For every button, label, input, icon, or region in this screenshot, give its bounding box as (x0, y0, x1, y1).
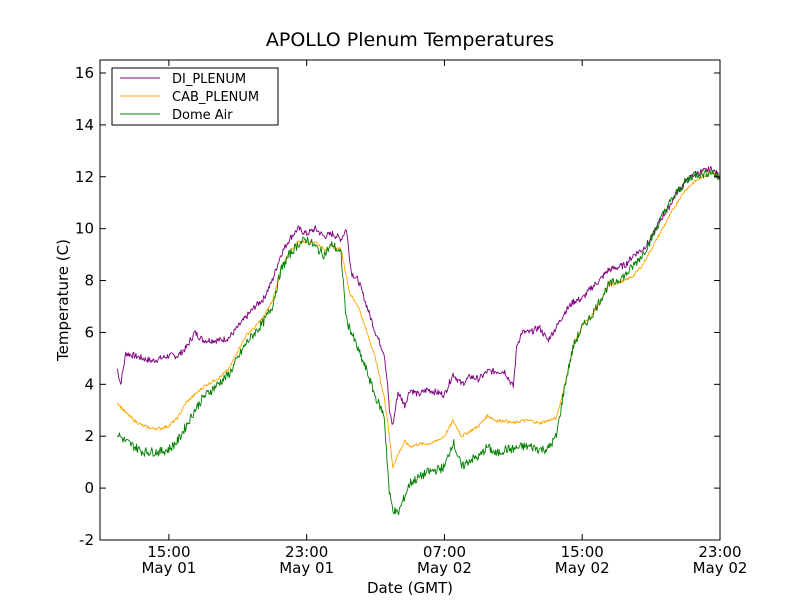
legend: DI_PLENUM CAB_PLENUM Dome Air (111, 67, 279, 126)
y-tick-label: 10 (75, 220, 94, 238)
x-tick-label-time: 07:00 (423, 543, 466, 561)
x-tick-label-date: May 01 (279, 559, 334, 577)
y-tick-label: 6 (84, 323, 94, 341)
x-tick-label-date: May 02 (693, 559, 748, 577)
x-tick-label-time: 23:00 (698, 543, 741, 561)
y-tick-label: 8 (84, 272, 94, 290)
x-tick-label-time: 23:00 (285, 543, 328, 561)
x-tick-label-date: May 02 (417, 559, 472, 577)
y-tick-label: 2 (84, 427, 94, 445)
y-axis-label: Temperature (C) (54, 239, 72, 362)
series-line-di-plenum (116, 165, 721, 425)
plot-area-frame (99, 59, 721, 541)
series-layer (116, 165, 721, 516)
series-line-dome-air (116, 168, 721, 516)
y-tick-label: 0 (84, 479, 94, 497)
x-tick-label-time: 15:00 (147, 543, 190, 561)
legend-label-cab-plenum: CAB_PLENUM (172, 90, 259, 105)
x-tick-label-time: 15:00 (561, 543, 604, 561)
x-tick-label-date: May 01 (141, 559, 196, 577)
y-axis: -2 0 2 4 6 8 10 12 14 16 (75, 64, 720, 549)
y-tick-label: 12 (75, 168, 94, 186)
y-tick-label: 4 (84, 375, 94, 393)
legend-label-dome-air: Dome Air (172, 108, 233, 123)
y-tick-label: 16 (75, 64, 94, 82)
y-tick-label: 14 (75, 116, 94, 134)
chart-title: APOLLO Plenum Temperatures (266, 29, 554, 51)
y-tick-label: -2 (79, 531, 94, 549)
x-axis-label: Date (GMT) (367, 579, 453, 597)
legend-label-di-plenum: DI_PLENUM (172, 72, 246, 87)
x-tick-label-date: May 02 (555, 559, 610, 577)
